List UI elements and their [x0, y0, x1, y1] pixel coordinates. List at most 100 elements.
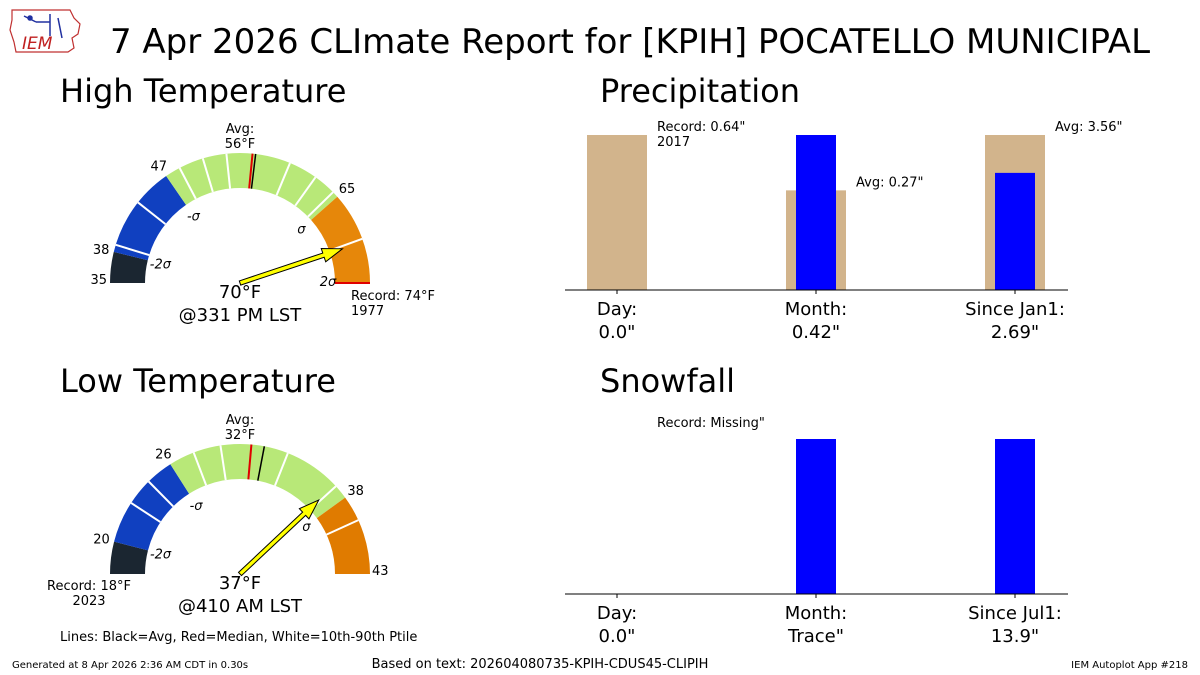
bar-annotation-line: Record: Missing"	[657, 416, 765, 431]
observed-time: @331 PM LST	[179, 305, 303, 326]
observed-bar	[796, 135, 836, 290]
record-label-line: 1977	[351, 304, 384, 319]
sigma-minus1-label: -σ	[190, 499, 204, 514]
category-label: Day:	[597, 299, 637, 320]
record-label-line: Record: 74°F	[351, 289, 435, 304]
category-value: 0.0"	[599, 626, 636, 647]
chart-title: Precipitation	[600, 72, 800, 110]
high-temperature-gauge: High Temperature Avg: 56°F 38 47 65 -2σ -σ σ 35 2σ…	[60, 72, 435, 326]
footer-generated: Generated at 8 Apr 2026 2:36 AM CDT in 0…	[12, 660, 248, 671]
average-bar	[587, 135, 647, 290]
precipitation-chart: Precipitation Day:0.0" Record: 0.64" 2017 Mo…	[565, 72, 1123, 343]
snowfall-chart: Snowfall Day:0.0" Record: Missing" Month:Tr…	[565, 362, 1068, 647]
category-value: 0.42"	[792, 322, 840, 343]
sigma-minus2-label: -2σ	[150, 257, 172, 272]
category-label: Day:	[597, 603, 637, 624]
percentile-line	[147, 480, 174, 508]
percentile-line	[275, 162, 291, 196]
gauge-band	[170, 444, 346, 519]
percentile-line	[294, 176, 317, 207]
bar-annotation: Avg: 0.27"	[856, 175, 924, 190]
gauge-band	[311, 196, 370, 283]
category-label: Month:	[785, 603, 847, 624]
percentile-line	[192, 452, 208, 486]
observed-bar	[995, 172, 1035, 290]
gauge-max-value: 43	[372, 564, 389, 579]
minus-1sigma-value: 26	[155, 447, 172, 462]
percentile-line	[137, 201, 167, 225]
footer-app: IEM Autoplot App #218	[1071, 660, 1188, 671]
sigma-plus1-label: σ	[302, 520, 311, 535]
category-label: Since Jul1:	[968, 603, 1062, 624]
record-label: Record: 18°F 2023	[47, 579, 131, 609]
sigma-minus2-label: -2σ	[150, 548, 172, 563]
category-value: 0.0"	[599, 322, 636, 343]
record-label-line: Record: 18°F	[47, 579, 131, 594]
observed-bar	[995, 439, 1035, 594]
bar-annotation-line: Record: 0.64"	[657, 120, 745, 135]
percentile-line	[115, 243, 150, 257]
category-label: Since Jan1:	[965, 299, 1065, 320]
gauge-band	[114, 464, 190, 551]
footer-based-on: Based on text: 202604080735-KPIH-CDUS45-…	[372, 657, 709, 672]
gauge-min-value: 35	[90, 273, 107, 288]
record-label-line: 2023	[72, 594, 105, 609]
avg-label-line: 56°F	[225, 137, 256, 152]
pointer-arrow	[238, 247, 344, 286]
page-title: 7 Apr 2026 CLImate Report for [KPIH] POC…	[110, 22, 1150, 62]
weather-station-icon	[23, 14, 63, 39]
avg-line	[257, 446, 266, 481]
gauge-title: High Temperature	[60, 72, 346, 110]
gauge-band	[110, 541, 148, 574]
gauge-band	[113, 176, 187, 261]
sigma-plus1-label: σ	[297, 223, 306, 238]
observed-time: @410 AM LST	[178, 596, 303, 617]
sigma-minus1-label: -σ	[187, 210, 201, 225]
avg-label-line: 32°F	[225, 428, 256, 443]
median-line	[247, 444, 253, 480]
percentile-line	[219, 445, 227, 481]
gauge-band	[316, 497, 370, 574]
iowa-outline-icon	[9, 9, 81, 53]
percentile-line	[225, 153, 232, 189]
iem-logo: IEM	[9, 9, 81, 54]
avg-label-line: Avg:	[226, 413, 254, 428]
avg-label: Avg: 56°F	[225, 122, 256, 152]
percentile-line	[130, 502, 161, 523]
percentile-line	[307, 191, 334, 218]
plus-1sigma-value: 65	[339, 182, 356, 197]
avg-line	[250, 153, 257, 189]
record-label: Record: 74°F 1977	[351, 289, 435, 319]
category-value: 13.9"	[991, 626, 1039, 647]
avg-label: Avg: 32°F	[225, 413, 256, 443]
pointer-arrow	[237, 499, 320, 577]
category-value: Trace"	[787, 626, 844, 647]
observed-value: 37°F	[219, 573, 261, 594]
low-temperature-gauge: Low Temperature Avg: 32°F 20 26 38 -2σ -σ σ 43 Rec…	[47, 362, 389, 617]
bar-annotation: Record: Missing"	[657, 416, 765, 431]
median-line	[248, 153, 254, 189]
percentile-line	[201, 158, 214, 193]
category-value: 2.69"	[991, 322, 1039, 343]
minus-1sigma-value: 47	[150, 159, 167, 174]
minus-2sigma-value: 38	[93, 243, 110, 258]
logo-text: IEM	[22, 34, 53, 54]
bar-annotation: Avg: 3.56"	[1055, 120, 1123, 135]
chart-title: Snowfall	[600, 362, 735, 400]
percentile-line	[326, 519, 359, 536]
bar-annotation: Record: 0.64" 2017	[657, 120, 745, 150]
bar-annotation-line: Avg: 0.27"	[856, 175, 924, 190]
gauge-band	[110, 251, 148, 283]
bar-annotation-line: 2017	[657, 135, 690, 150]
percentile-line	[274, 452, 289, 487]
sigma-plus2-label: 2σ	[320, 275, 337, 290]
observed-bar	[796, 439, 836, 594]
plus-1sigma-value: 38	[347, 484, 364, 499]
minus-2sigma-value: 20	[93, 532, 110, 547]
bar-annotation-line: Avg: 3.56"	[1055, 120, 1123, 135]
avg-label-line: Avg:	[226, 122, 254, 137]
observed-value: 70°F	[219, 282, 261, 303]
category-label: Month:	[785, 299, 847, 320]
legend-note: Lines: Black=Avg, Red=Median, White=10th…	[60, 630, 417, 645]
